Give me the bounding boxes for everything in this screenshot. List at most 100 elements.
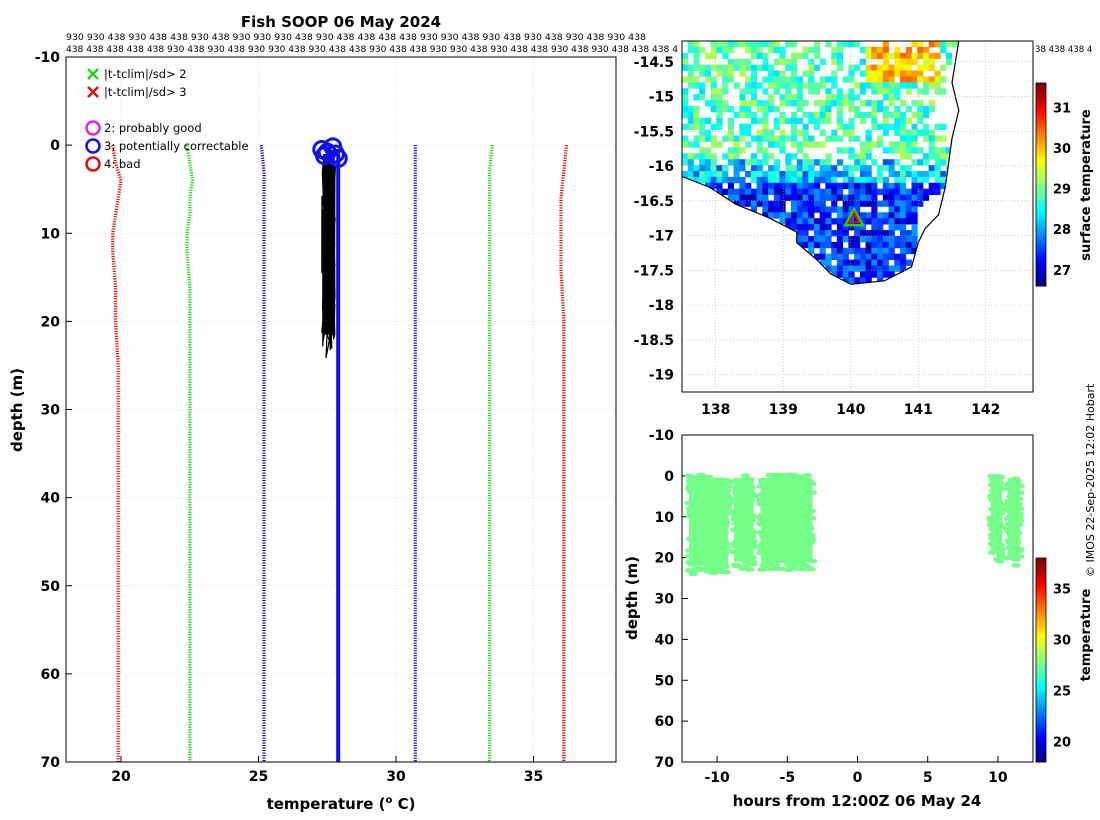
sst-pixel [710, 100, 717, 107]
sst-pixel [940, 123, 947, 131]
dt-colorbar-swatch [1036, 731, 1046, 736]
sst-pixel [756, 117, 763, 125]
dt-x-axis-label: hours from 12:00Z 06 May 24 [733, 792, 982, 810]
sst-pixel [940, 147, 947, 154]
sst-pixel [882, 41, 889, 48]
credit-text: © IMOS 22-Sep-2025 12:02 Hobart [1084, 383, 1097, 577]
sst-pixel [762, 188, 769, 196]
sst-pixel [768, 76, 775, 83]
sst-pixel [705, 176, 712, 184]
sst-pixel [693, 52, 700, 60]
sst-pixel [693, 135, 700, 142]
sst-pixel [750, 194, 758, 201]
sst-pixel [682, 159, 689, 166]
sst-pixel [773, 159, 780, 166]
sst-pixel [877, 52, 884, 60]
sst-pixel [762, 176, 769, 184]
sst-pixel [934, 135, 941, 142]
sst-pixel [917, 64, 924, 71]
sst-pixel [699, 46, 706, 54]
sst-pixel [854, 165, 861, 172]
sst-pixel [940, 64, 947, 71]
sst-pixel [682, 88, 689, 95]
sst-pixel [768, 165, 775, 172]
sst-pixel [808, 194, 815, 201]
sst-pixel [940, 182, 947, 190]
sst-pixel [928, 165, 935, 172]
sst-pixel [814, 253, 821, 261]
sst-pixel [871, 82, 878, 89]
sst-pixel [900, 188, 907, 196]
sst-pixel [682, 100, 689, 107]
sst-pixel [727, 159, 735, 166]
map-colorbar-swatch [1036, 83, 1046, 87]
sst-pixel [877, 176, 884, 184]
sst-pixel [928, 135, 935, 142]
sst-pixel [693, 111, 700, 119]
sst-pixel [773, 206, 780, 213]
sst-pixel [888, 111, 895, 119]
sst-pixel [687, 70, 694, 77]
sst-pixel [911, 82, 918, 89]
sst-pixel [865, 141, 872, 148]
sst-pixel [727, 76, 735, 83]
map-plot: 38 438 438 4 138 139 140 141 142 -14.5 -15 -15.5… [634, 40, 1094, 418]
sst-pixel [802, 141, 809, 148]
sst-pixel [756, 106, 763, 113]
sst-pixel [814, 46, 821, 54]
sst-pixel [888, 265, 895, 272]
map-y-tick-label: -15 [649, 90, 674, 106]
sst-pixel [882, 147, 889, 154]
sst-pixel [814, 224, 821, 231]
sst-pixel [836, 123, 844, 131]
sst-pixel [854, 265, 861, 272]
sst-pixel [802, 153, 809, 160]
map-colorbar-swatch [1036, 255, 1046, 260]
sst-pixel [802, 194, 809, 201]
sst-pixel [710, 159, 717, 166]
sst-pixel [831, 194, 838, 201]
dt-colorbar-swatch [1036, 598, 1046, 603]
sst-pixel [745, 200, 752, 207]
sst-pixel [900, 76, 907, 83]
legend-circle-marker [85, 156, 101, 172]
sst-pixel [848, 41, 855, 48]
sst-pixel [710, 94, 717, 101]
sst-pixel [750, 94, 758, 101]
sst-pixel [900, 200, 907, 207]
dt-colorbar-swatch [1036, 632, 1046, 637]
sst-pixel [865, 135, 872, 142]
sst-pixel [699, 171, 706, 178]
sst-pixel [705, 135, 712, 142]
sst-pixel [900, 194, 907, 201]
sst-pixel [716, 117, 723, 125]
sst-pixel [848, 182, 855, 190]
sst-pixel [894, 188, 901, 196]
sst-pixel [900, 236, 907, 243]
map-x-tick-label: 139 [769, 402, 798, 418]
dt-colorbar-swatch [1036, 738, 1046, 743]
sst-pixel [900, 141, 907, 148]
sst-pixel [791, 176, 798, 184]
sst-pixel [836, 46, 844, 54]
sst-pixel [854, 206, 861, 213]
sst-pixel [888, 206, 895, 213]
sst-pixel [808, 171, 815, 178]
sst-pixel [825, 182, 832, 190]
sst-pixel [836, 52, 844, 60]
sst-pixel [911, 111, 918, 119]
sst-pixel [888, 188, 895, 196]
sst-pixel [911, 41, 918, 48]
sst-pixel [940, 171, 947, 178]
dt-colorbar-swatch [1036, 697, 1046, 702]
sst-pixel [814, 82, 821, 89]
sst-pixel [808, 200, 815, 207]
sst-pixel [814, 41, 821, 48]
sst-pixel [796, 188, 803, 196]
sst-pixel [831, 253, 838, 261]
sst-pixel [923, 111, 930, 119]
sst-pixel [842, 182, 849, 190]
sst-pixel [785, 165, 792, 172]
sst-pixel [796, 52, 803, 60]
sst-pixel [710, 46, 717, 54]
